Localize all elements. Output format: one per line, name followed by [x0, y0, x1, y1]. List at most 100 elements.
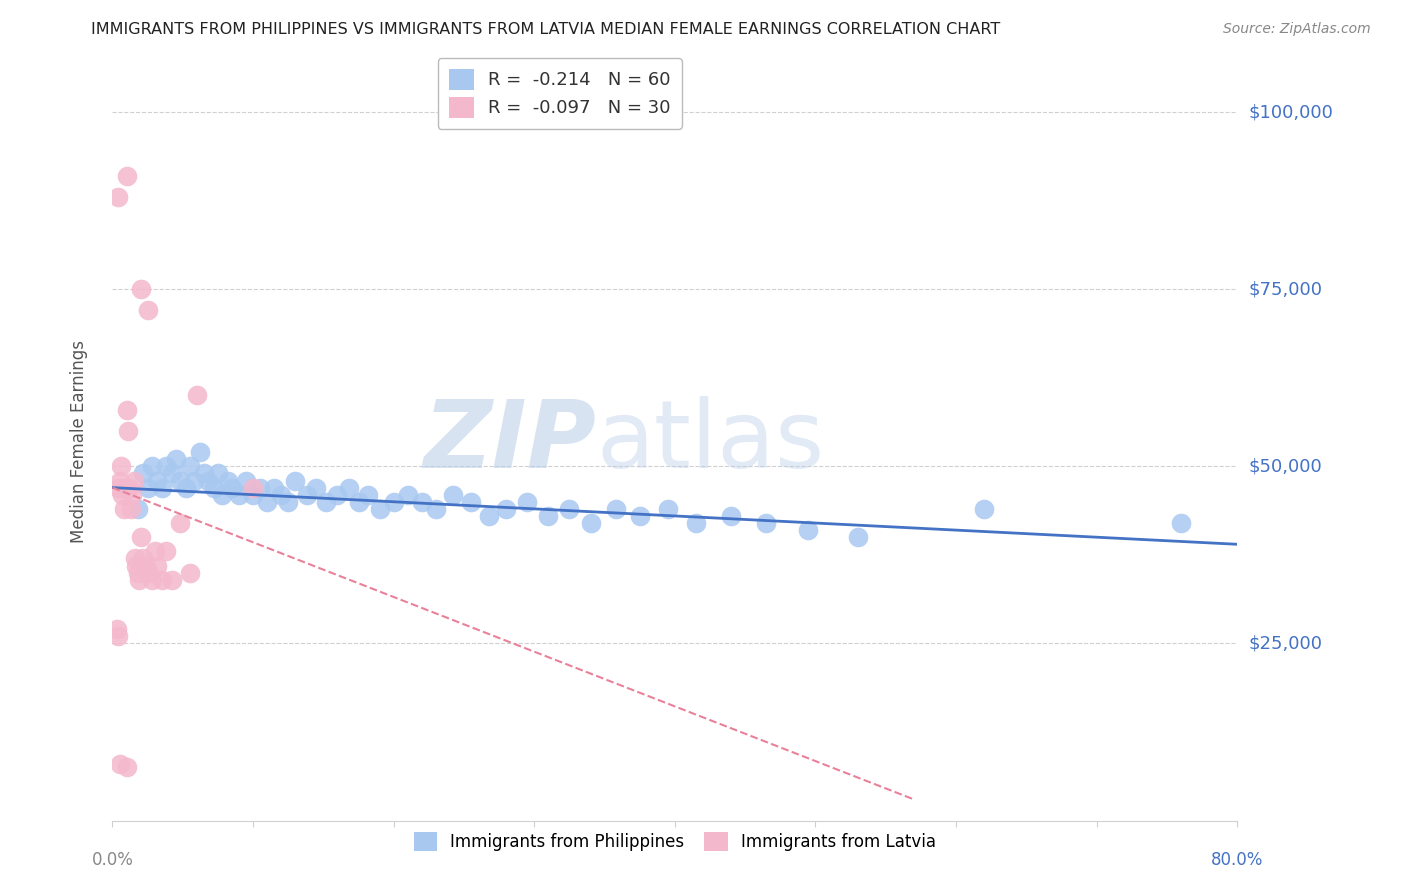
- Point: [136, 303, 159, 318]
- Point: [146, 474, 169, 488]
- Point: [125, 558, 148, 573]
- Point: [107, 629, 129, 643]
- Point: [110, 459, 132, 474]
- Point: [115, 760, 138, 774]
- Point: [188, 445, 211, 459]
- Point: [120, 501, 142, 516]
- Point: [242, 481, 264, 495]
- Point: [242, 488, 264, 502]
- Point: [115, 402, 138, 417]
- Text: $50,000: $50,000: [1249, 458, 1322, 475]
- Text: $100,000: $100,000: [1249, 103, 1333, 121]
- Point: [211, 488, 233, 502]
- Point: [141, 459, 163, 474]
- Text: Source: ZipAtlas.com: Source: ZipAtlas.com: [1223, 22, 1371, 37]
- Point: [337, 481, 360, 495]
- Point: [263, 481, 285, 495]
- Point: [112, 501, 135, 516]
- Point: [270, 488, 292, 502]
- Point: [141, 573, 163, 587]
- Point: [396, 488, 419, 502]
- Point: [217, 474, 239, 488]
- Point: [146, 558, 169, 573]
- Point: [441, 488, 464, 502]
- Point: [107, 481, 129, 495]
- Point: [235, 474, 257, 488]
- Point: [160, 467, 183, 481]
- Point: [132, 467, 155, 481]
- Point: [135, 558, 157, 573]
- Point: [411, 495, 433, 509]
- Point: [124, 551, 146, 566]
- Point: [382, 495, 405, 509]
- Point: [207, 467, 229, 481]
- Point: [132, 551, 155, 566]
- Point: [108, 756, 131, 771]
- Point: [122, 474, 145, 488]
- Point: [179, 459, 201, 474]
- Point: [221, 481, 243, 495]
- Point: [136, 481, 159, 495]
- Point: [138, 566, 160, 580]
- Point: [150, 481, 173, 495]
- Point: [1170, 516, 1192, 530]
- Point: [160, 573, 183, 587]
- Point: [111, 488, 134, 502]
- Point: [347, 495, 370, 509]
- Point: [368, 501, 391, 516]
- Point: [179, 566, 201, 580]
- Point: [579, 516, 602, 530]
- Point: [277, 495, 299, 509]
- Point: [284, 474, 307, 488]
- Point: [197, 474, 219, 488]
- Point: [118, 481, 141, 495]
- Point: [165, 452, 187, 467]
- Point: [105, 623, 128, 637]
- Point: [478, 508, 501, 523]
- Point: [315, 495, 337, 509]
- Point: [202, 481, 225, 495]
- Point: [305, 481, 328, 495]
- Point: [425, 501, 447, 516]
- Text: 0.0%: 0.0%: [91, 851, 134, 869]
- Point: [143, 544, 166, 558]
- Point: [516, 495, 538, 509]
- Text: IMMIGRANTS FROM PHILIPPINES VS IMMIGRANTS FROM LATVIA MEDIAN FEMALE EARNINGS COR: IMMIGRANTS FROM PHILIPPINES VS IMMIGRANT…: [91, 22, 1001, 37]
- Point: [128, 573, 150, 587]
- Text: 80.0%: 80.0%: [1211, 851, 1264, 869]
- Point: [155, 544, 177, 558]
- Text: $25,000: $25,000: [1249, 634, 1323, 652]
- Point: [558, 501, 581, 516]
- Point: [797, 523, 820, 537]
- Point: [228, 488, 250, 502]
- Point: [108, 474, 131, 488]
- Point: [174, 481, 197, 495]
- Point: [460, 495, 482, 509]
- Point: [605, 501, 627, 516]
- Point: [657, 501, 679, 516]
- Text: atlas: atlas: [596, 395, 824, 488]
- Point: [973, 501, 995, 516]
- Point: [107, 190, 129, 204]
- Text: ZIP: ZIP: [423, 395, 596, 488]
- Point: [537, 508, 560, 523]
- Point: [193, 467, 215, 481]
- Point: [169, 516, 191, 530]
- Point: [183, 474, 205, 488]
- Point: [256, 495, 278, 509]
- Point: [115, 169, 138, 183]
- Point: [357, 488, 380, 502]
- Point: [169, 474, 191, 488]
- Point: [755, 516, 778, 530]
- Point: [129, 530, 152, 544]
- Point: [127, 501, 149, 516]
- Point: [846, 530, 869, 544]
- Point: [129, 282, 152, 296]
- Y-axis label: Median Female Earnings: Median Female Earnings: [70, 340, 89, 543]
- Point: [720, 508, 742, 523]
- Text: $75,000: $75,000: [1249, 280, 1323, 298]
- Point: [295, 488, 318, 502]
- Point: [114, 481, 136, 495]
- Point: [685, 516, 707, 530]
- Point: [249, 481, 271, 495]
